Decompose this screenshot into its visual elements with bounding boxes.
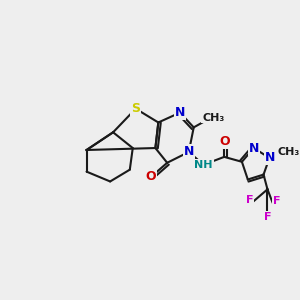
Text: O: O [145, 170, 156, 183]
Text: CH₃: CH₃ [277, 147, 299, 157]
Text: N: N [248, 142, 259, 154]
Text: CH₃: CH₃ [202, 112, 224, 122]
Text: N: N [175, 106, 185, 119]
Text: F: F [264, 212, 271, 222]
Text: N: N [265, 152, 276, 164]
Text: O: O [219, 135, 230, 148]
Text: NH: NH [194, 160, 213, 170]
Text: F: F [273, 196, 280, 206]
Text: F: F [246, 195, 253, 205]
Text: N: N [184, 146, 194, 158]
Text: S: S [131, 102, 140, 115]
